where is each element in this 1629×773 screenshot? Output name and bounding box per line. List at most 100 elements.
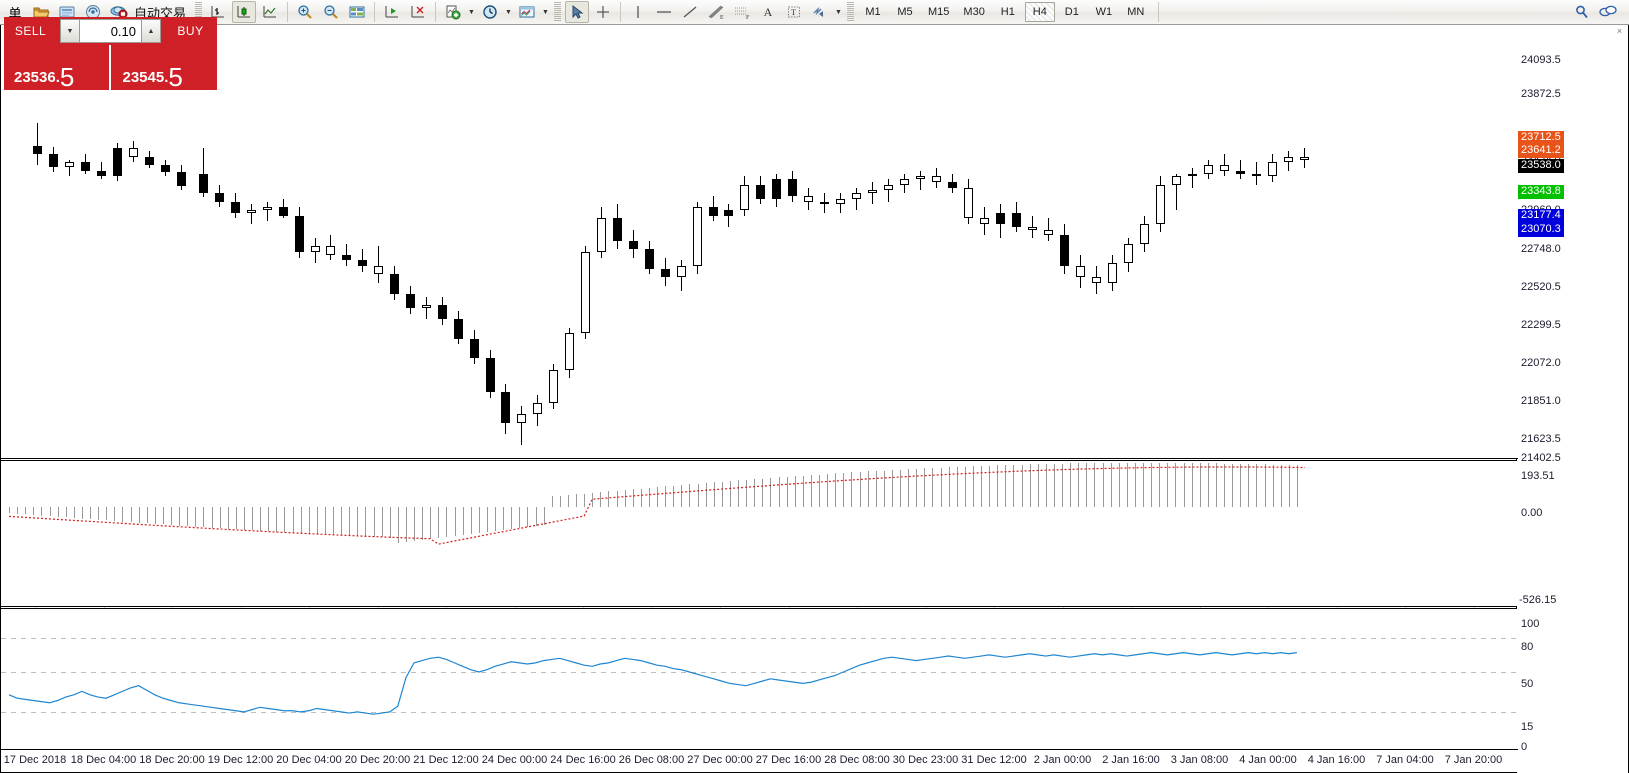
period-icon[interactable] xyxy=(478,1,502,23)
candle-wick xyxy=(728,204,729,227)
macd-histogram-bar xyxy=(1151,462,1153,507)
toolbar-grip-2[interactable] xyxy=(554,2,562,22)
candle-wick xyxy=(346,243,347,266)
zoom-out-icon[interactable] xyxy=(319,1,343,23)
fibonacci-retracement-icon[interactable]: F xyxy=(730,1,754,23)
line-chart-icon[interactable] xyxy=(258,1,282,23)
volume-decrease-button[interactable]: ▼ xyxy=(60,19,80,43)
macd-histogram-bar xyxy=(284,507,286,533)
autotrading-icon[interactable] xyxy=(107,1,131,23)
indicators-icon[interactable] xyxy=(441,1,465,23)
period-dropdown-icon[interactable]: ▼ xyxy=(505,8,512,16)
zoom-in-icon[interactable] xyxy=(293,1,317,23)
candle-wick xyxy=(1240,159,1241,180)
toolbar-grip[interactable] xyxy=(195,2,203,22)
macd-histogram-bar xyxy=(1183,462,1185,507)
volume-input[interactable]: 0.10 xyxy=(80,19,141,43)
chart-shift-icon[interactable] xyxy=(380,1,404,23)
equidistant-channel-icon[interactable]: E xyxy=(704,1,728,23)
indicators-dropdown-icon[interactable]: ▼ xyxy=(468,8,475,16)
candle-wick xyxy=(1192,167,1193,188)
price-scale[interactable]: 24093.5 23872.5 23424.0 22969.0 22748.0 … xyxy=(1514,38,1628,773)
macd-histogram-bar xyxy=(835,473,837,507)
crosshair-icon[interactable] xyxy=(591,1,615,23)
time-scale[interactable]: 17 Dec 2018 18 Dec 04:00 18 Dec 20:00 19 De… xyxy=(1,749,1518,772)
macd-histogram-bar xyxy=(851,472,853,507)
macd-histogram-bar xyxy=(41,507,43,516)
timeframe-d1[interactable]: D1 xyxy=(1064,6,1079,18)
horizontal-line-icon[interactable] xyxy=(652,1,676,23)
macd-pane[interactable] xyxy=(1,461,1518,606)
arrows-icon[interactable] xyxy=(808,1,832,23)
toolbar-grip-3[interactable] xyxy=(847,2,855,22)
candle-body xyxy=(231,201,240,213)
macd-histogram-bar xyxy=(689,484,691,507)
candle-body xyxy=(1172,176,1181,185)
macd-histogram-bar xyxy=(900,469,901,507)
macd-histogram-bar xyxy=(972,466,974,507)
macd-histogram-bar xyxy=(1029,464,1031,507)
macd-histogram-bar xyxy=(81,507,83,519)
chat-icon[interactable] xyxy=(1596,1,1620,23)
rsi-pane[interactable] xyxy=(1,609,1518,750)
trendline-icon[interactable] xyxy=(678,1,702,23)
timeframe-mn[interactable]: MN xyxy=(1127,6,1145,18)
cursor-icon[interactable] xyxy=(565,1,590,23)
timeframe-m1[interactable]: M1 xyxy=(865,6,881,18)
timeframe-m30[interactable]: M30 xyxy=(963,6,985,18)
time-tick-label: 24 Dec 16:00 xyxy=(550,754,616,766)
timeframe-w1[interactable]: W1 xyxy=(1095,6,1113,18)
timeframe-m15[interactable]: M15 xyxy=(928,6,950,18)
buy-button[interactable]: BUY xyxy=(164,17,217,45)
candle-body xyxy=(438,305,447,320)
data-window-icon[interactable] xyxy=(345,1,369,23)
macd-histogram-bar xyxy=(746,479,748,507)
volume-increase-button[interactable]: ▲ xyxy=(141,19,161,43)
macd-histogram-bar xyxy=(333,507,334,535)
text-label-icon[interactable]: A xyxy=(763,4,773,19)
macd-histogram-bar xyxy=(843,472,845,507)
macd-histogram-bar xyxy=(430,507,432,540)
macd-histogram-bar xyxy=(486,507,488,533)
macd-histogram-bar xyxy=(932,467,934,507)
candle-body xyxy=(177,172,186,187)
time-tick-label: 26 Dec 08:00 xyxy=(618,754,685,766)
timeframe-m5[interactable]: M5 xyxy=(897,6,913,18)
candle-body xyxy=(709,207,718,216)
macd-histogram-bar xyxy=(341,507,343,536)
sell-button[interactable]: SELL xyxy=(4,17,57,45)
candle-body xyxy=(49,153,58,167)
macd-histogram-bar xyxy=(713,482,715,507)
macd-histogram-bar xyxy=(924,468,926,507)
macd-histogram-bar xyxy=(1045,463,1047,507)
price-tick-label: 22520.5 xyxy=(1521,281,1561,293)
auto-scroll-icon[interactable] xyxy=(406,1,430,23)
buy-price-display[interactable]: 23545 . 5 xyxy=(108,45,217,90)
terminal-icon[interactable] xyxy=(55,1,79,23)
templates-icon[interactable] xyxy=(515,1,539,23)
macd-histogram-bar xyxy=(657,487,658,507)
search-icon[interactable] xyxy=(1570,1,1594,23)
timeframe-h4[interactable]: H4 xyxy=(1024,2,1055,22)
templates-dropdown-icon[interactable]: ▼ xyxy=(542,8,549,16)
macd-histogram-bar xyxy=(624,489,626,507)
candlestick-chart-icon[interactable] xyxy=(232,1,257,23)
vertical-line-icon[interactable] xyxy=(626,1,650,23)
sell-price-display[interactable]: 23536 . 5 xyxy=(4,45,109,90)
macd-histogram-bar xyxy=(203,507,205,528)
macd-histogram-bar xyxy=(478,507,480,534)
text-box-icon[interactable]: T xyxy=(782,1,806,23)
macd-histogram-bar xyxy=(859,471,861,507)
macd-histogram-bar xyxy=(179,507,181,526)
macd-histogram-bar xyxy=(138,507,140,523)
price-chart-pane[interactable] xyxy=(1,38,1518,458)
macd-histogram-bar xyxy=(187,507,189,527)
last-price-badge: 23538.0 xyxy=(1518,159,1564,173)
timeframe-h1[interactable]: H1 xyxy=(1000,6,1015,18)
toolbar-divider-1 xyxy=(287,2,289,22)
arrows-dropdown-icon[interactable]: ▼ xyxy=(835,8,842,16)
pane-separator-1b xyxy=(1,460,1518,461)
macd-histogram-bar xyxy=(827,474,829,507)
close-icon[interactable]: × xyxy=(1616,26,1623,36)
volume-stepper: ▼ 0.10 ▲ xyxy=(57,17,164,45)
